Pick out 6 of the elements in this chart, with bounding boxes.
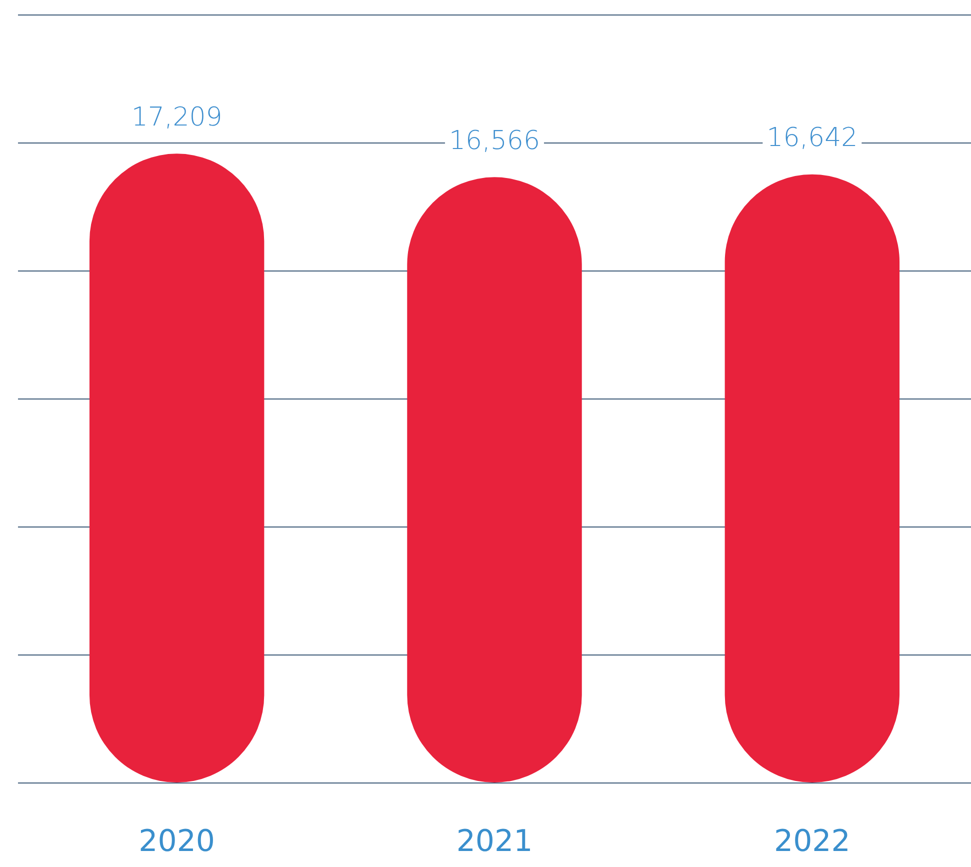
x-tick-label: 2021 bbox=[456, 824, 533, 859]
x-tick-label: 2020 bbox=[138, 824, 216, 859]
x-tick-label: 2022 bbox=[774, 824, 850, 859]
data-label: 17,209 bbox=[131, 102, 222, 132]
data-label: 16,566 bbox=[449, 126, 540, 156]
data-label: 16,642 bbox=[766, 123, 858, 154]
